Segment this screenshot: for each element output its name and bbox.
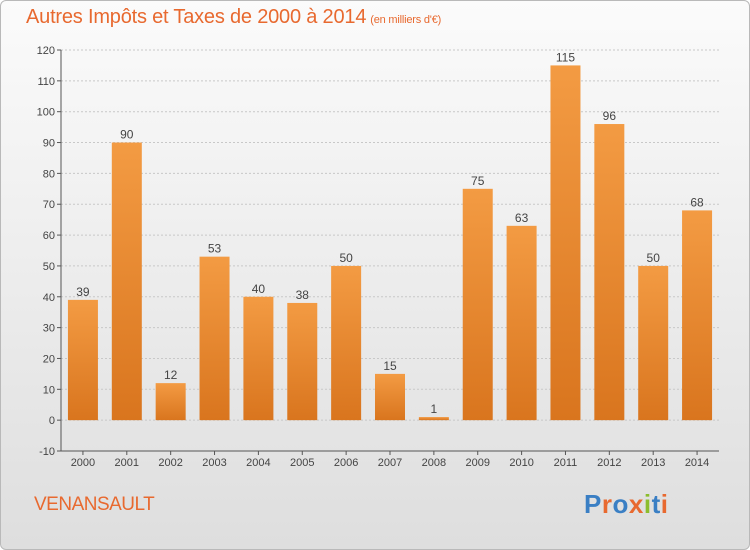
y-tick-label: 90: [43, 138, 55, 150]
data-label: 50: [647, 251, 661, 265]
data-label: 1: [431, 402, 438, 416]
bar: [506, 225, 537, 421]
chart-title: Autres Impôts et Taxes de 2000 à 2014 (en…: [26, 6, 441, 29]
chart-title-text: Autres Impôts et Taxes de 2000 à 2014: [26, 6, 367, 28]
x-tick-label: 2008: [422, 457, 446, 469]
y-tick-label: 50: [43, 261, 55, 273]
bar: [331, 265, 362, 421]
x-tick-label: 2009: [465, 457, 489, 469]
bar: [243, 296, 274, 421]
bar: [682, 210, 713, 421]
y-tick-label: 0: [49, 415, 55, 427]
x-tick-label: 2010: [509, 457, 533, 469]
x-tick-label: 2011: [554, 457, 578, 469]
bar: [550, 65, 581, 421]
y-tick-label: 110: [37, 76, 55, 88]
y-tick-label: 10: [43, 384, 55, 396]
logo-letter: i: [643, 489, 652, 519]
data-label: 63: [515, 211, 529, 225]
x-tick-label: 2007: [378, 457, 402, 469]
data-label: 75: [471, 174, 485, 188]
data-label: 40: [252, 282, 266, 296]
logo-letter: x: [628, 489, 644, 519]
y-tick-label: 20: [43, 353, 55, 365]
x-tick-label: 2000: [71, 457, 95, 469]
logo-letter: i: [660, 489, 669, 519]
x-tick-label: 2005: [290, 457, 314, 469]
data-label: 39: [76, 285, 90, 299]
data-label: 96: [603, 109, 617, 123]
logo-letter: o: [612, 489, 629, 519]
data-label: 15: [383, 359, 397, 373]
x-tick-label: 2002: [158, 457, 182, 469]
y-tick-label: 120: [37, 45, 55, 57]
commune-name: VENANSAULT: [34, 494, 155, 515]
data-label: 50: [339, 251, 353, 265]
y-tick-label: -10: [39, 446, 55, 458]
y-tick-label: 30: [43, 323, 55, 335]
y-tick-label: 70: [43, 199, 55, 211]
data-label: 38: [296, 288, 310, 302]
bar: [67, 299, 98, 421]
chart-title-unit: (en milliers d'€): [370, 14, 442, 26]
bar: [638, 265, 669, 421]
data-label: 53: [208, 242, 222, 256]
data-label: 90: [120, 128, 134, 142]
y-tick-label: 100: [37, 107, 55, 119]
logo-letter: t: [651, 489, 661, 519]
x-tick-label: 2012: [597, 457, 621, 469]
bar: [462, 188, 493, 421]
bar: [155, 383, 186, 421]
bar: [418, 417, 449, 421]
bar: [375, 373, 405, 421]
data-label: 12: [164, 368, 178, 382]
y-tick-label: 60: [43, 230, 55, 242]
logo-letter: P: [584, 489, 602, 519]
x-tick-label: 2004: [246, 457, 270, 469]
bar: [287, 302, 318, 421]
x-tick-label: 2006: [334, 457, 358, 469]
proxiti-logo: Proxiti: [584, 489, 668, 520]
x-tick-label: 2003: [202, 457, 226, 469]
y-tick-label: 40: [43, 292, 55, 304]
x-tick-label: 2014: [685, 457, 709, 469]
y-tick-label: 80: [43, 168, 55, 180]
data-label: 115: [556, 50, 575, 64]
x-tick-label: 2013: [641, 457, 665, 469]
bar: [111, 142, 142, 421]
bar: [199, 256, 230, 421]
logo-letter: r: [601, 489, 613, 519]
data-label: 68: [690, 195, 704, 209]
x-tick-label: 2001: [115, 457, 139, 469]
bar: [594, 124, 625, 421]
